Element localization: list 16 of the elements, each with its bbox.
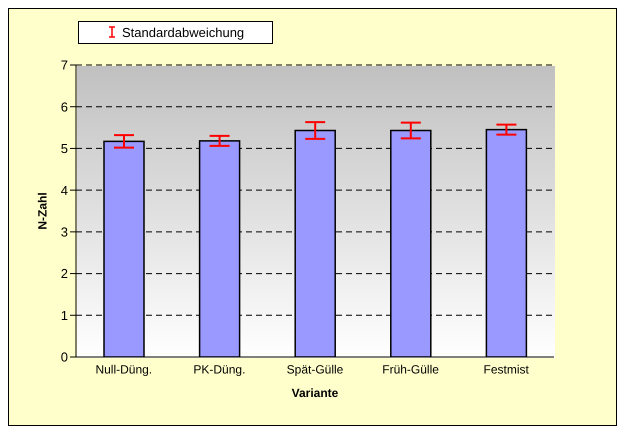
y-tick-label: 0 — [60, 350, 68, 365]
x-tick-label: Spät-Gülle — [286, 362, 344, 377]
y-tick-label: 2 — [60, 266, 68, 282]
y-tick-label: 7 — [60, 58, 68, 73]
text: Standardabweichung — [121, 25, 244, 40]
x-tick-label: Festmist — [484, 362, 530, 377]
y-tick-label: 1 — [60, 308, 68, 323]
x-tick-label: Null-Düng. — [95, 362, 152, 377]
y-axis-title: N-Zahl — [35, 192, 50, 230]
y-tick-label: 4 — [60, 182, 68, 198]
y-tick-label: 5 — [60, 141, 68, 156]
x-tick-label: Früh-Gülle — [382, 362, 440, 377]
x-axis-title: Variante — [292, 386, 339, 400]
y-tick-label: 3 — [60, 224, 68, 240]
x-tick-label: PK-Düng. — [193, 362, 246, 377]
y-tick-label: 6 — [60, 99, 68, 114]
